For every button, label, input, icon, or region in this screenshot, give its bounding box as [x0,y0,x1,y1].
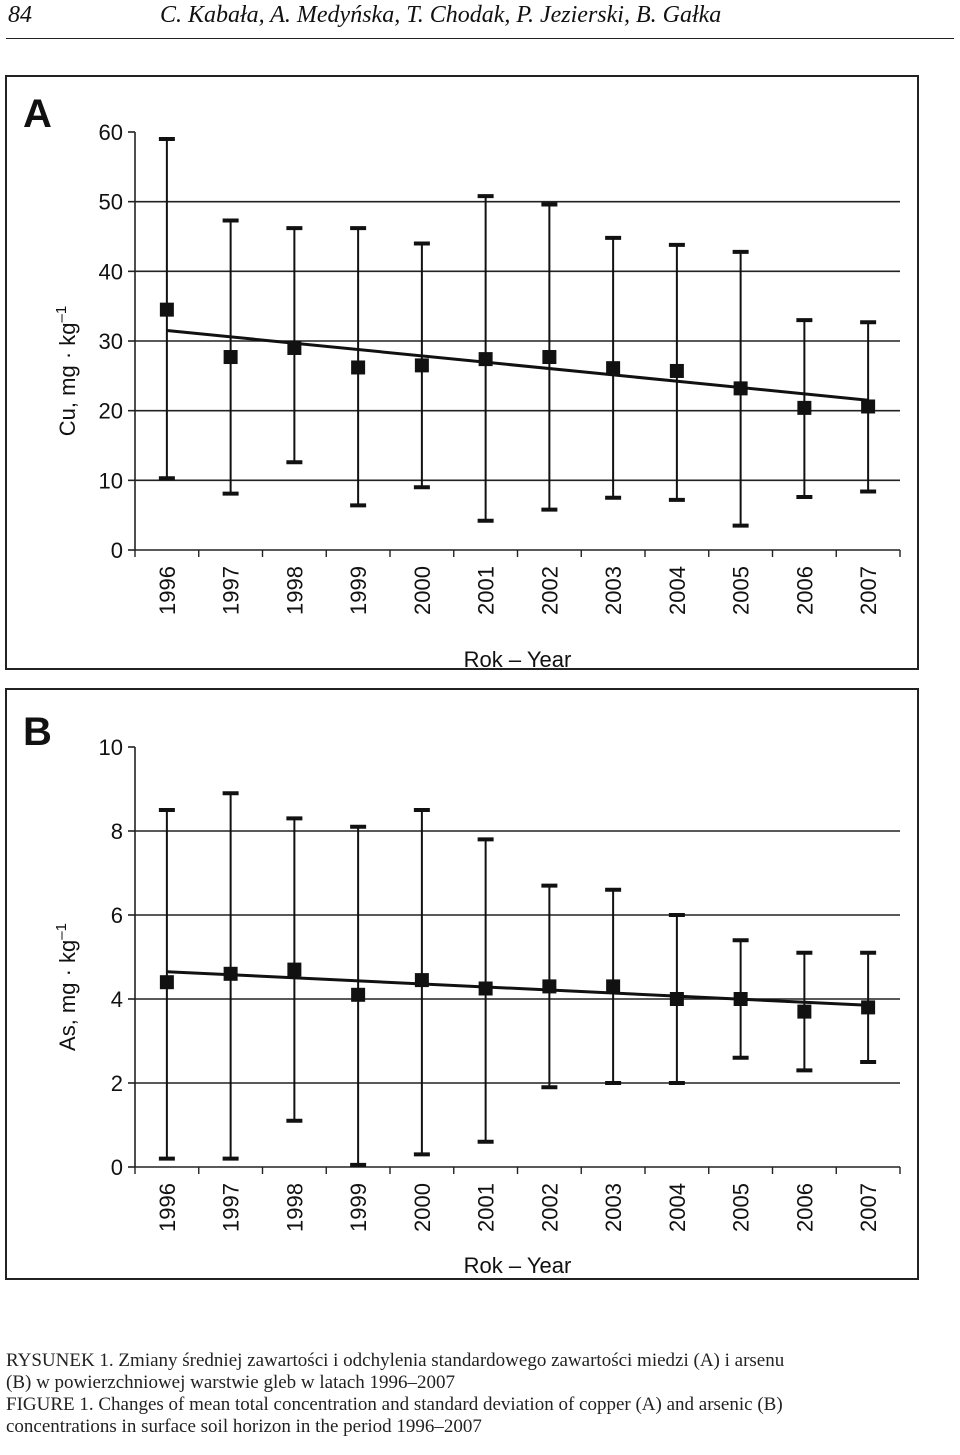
y-tick-label: 60 [99,120,123,145]
x-tick-label: 1997 [219,566,244,615]
x-tick-label: 1996 [155,1183,180,1232]
x-tick-label: 1998 [282,566,307,615]
x-tick-label: 2006 [792,1183,817,1232]
x-tick-label: 2003 [601,566,626,615]
y-tick-label: 10 [99,735,123,760]
x-tick-label: 1996 [155,566,180,615]
x-tick-label: 1997 [219,1183,244,1232]
x-tick-label: 2001 [474,566,499,615]
x-tick-label: 2005 [729,1183,754,1232]
figure-caption: RYSUNEK 1. Zmiany średniej zawartości i … [6,1350,956,1438]
y-tick-label: 10 [99,468,123,493]
caption-line: (B) w powierzchniowej warstwie gleb w la… [6,1372,456,1393]
chart-panel-b: B 0 2 4 6 8 10 1996 1997 1998 1999 2000 2001 2002 2003… [5,688,919,1280]
y-axis-label-text: As, mg · kg [55,940,80,1051]
y-tick-label: 8 [111,819,123,844]
y-tick-label: 30 [99,329,123,354]
y-axis-label-unit-exponent: –1 [53,923,70,940]
x-axis-label: Rok – Year [464,1253,572,1278]
panel-label: B [23,710,52,754]
trend-line [166,970,869,1007]
panel-label: A [23,92,52,136]
x-axis-label: Rok – Year [464,647,572,672]
x-tick-label: 2002 [537,1183,562,1232]
data-point-marker [669,363,684,378]
data-point-marker [287,340,302,355]
x-tick-label: 2000 [410,566,435,615]
data-point-marker [223,350,238,365]
y-axis-label-text: Cu, mg · kg [55,322,80,436]
data-point-marker [669,992,684,1006]
y-tick-label: 4 [111,987,123,1012]
y-axis-label: As, mg · kg–1 [53,923,80,1051]
x-tick-label: 2000 [410,1183,435,1232]
data-point-marker [159,975,174,990]
data-point-marker [606,361,621,376]
x-tick-label: 1998 [282,1183,307,1232]
x-tick-label: 2007 [856,1183,881,1232]
page-number: 84 [8,2,32,28]
data-point-marker [351,987,366,1002]
x-tick-label: 1999 [346,1183,371,1232]
y-tick-label: 40 [99,259,123,284]
caption-line: FIGURE 1. Changes of mean total concentr… [6,1394,783,1415]
x-tick-label: 1999 [346,566,371,615]
x-tick-label: 2003 [601,1183,626,1232]
data-point-marker [733,381,748,396]
data-point-marker [287,962,302,977]
chart-panel-a: A 0 10 20 30 40 50 60 1996 1997 1998 1999 2000 2001 20… [5,75,919,672]
header-rule [6,38,954,39]
x-tick-label: 2005 [729,566,754,615]
data-point-marker [606,979,621,994]
data-point-marker [861,1000,876,1015]
data-point-marker [223,966,238,981]
data-point-marker [351,360,366,375]
y-tick-label: 2 [111,1071,123,1096]
data-point-marker [414,973,429,988]
data-point-marker [478,981,493,996]
data-point-marker [733,992,748,1006]
data-point-marker [478,352,493,367]
caption-line: concentrations in surface soil horizon i… [6,1416,482,1437]
page-header: 84 C. Kabała, A. Medyńska, T. Chodak, P.… [0,0,960,40]
y-tick-label: 50 [99,190,123,215]
y-tick-label: 0 [111,1155,123,1180]
x-tick-label: 2007 [856,566,881,615]
data-point-marker [414,358,429,373]
chart-b-svg: B 0 2 4 6 8 10 1996 1997 1998 1999 2000 2001 2002 2003… [23,710,901,1278]
data-point-marker [542,350,557,365]
x-tick-label: 2006 [792,566,817,615]
data-point-marker [797,1004,812,1019]
data-point-marker [542,979,557,994]
chart-a-svg: A 0 10 20 30 40 50 60 1996 1997 1998 1999 2000 2001 20… [23,92,901,672]
x-tick-label: 2004 [665,566,690,615]
running-authors: C. Kabała, A. Medyńska, T. Chodak, P. Je… [160,2,722,28]
data-point-marker [797,400,812,415]
y-axis-label-unit-exponent: –1 [53,306,70,323]
trend-line [166,329,869,402]
y-tick-label: 6 [111,903,123,928]
data-point-marker [861,399,876,414]
y-axis-label: Cu, mg · kg–1 [53,306,80,436]
caption-line: RYSUNEK 1. Zmiany średniej zawartości i … [6,1350,785,1371]
x-tick-label: 2004 [665,1183,690,1232]
y-tick-label: 20 [99,399,123,424]
x-tick-label: 2002 [537,566,562,615]
y-tick-label: 0 [111,538,123,563]
data-point-marker [159,302,174,317]
x-tick-label: 2001 [474,1183,499,1232]
